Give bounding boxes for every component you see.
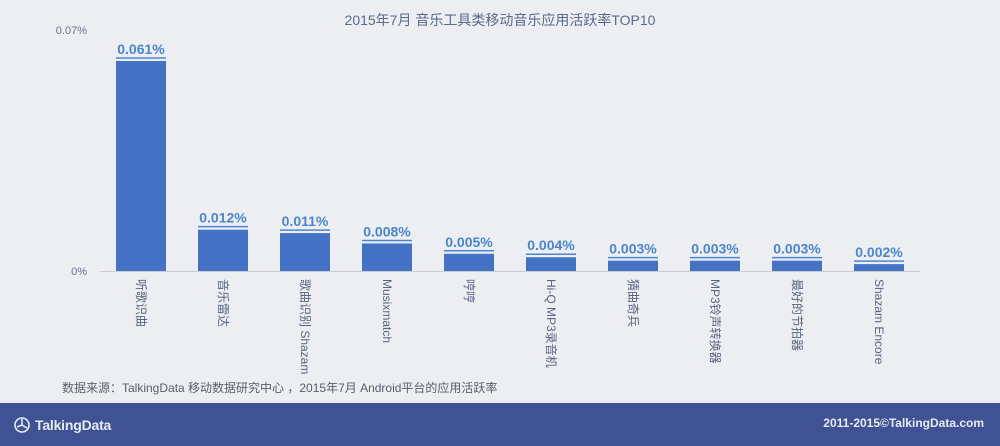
talkingdata-logo-icon [14,417,30,433]
data-label: 0.002% [855,244,903,260]
data-label: 0.061% [117,41,165,57]
bar [608,260,658,271]
bar [280,233,330,271]
bar [526,257,576,271]
data-label: 0.011% [282,213,329,229]
category-label: 哼哼 [462,279,477,303]
data-label: 0.003% [773,241,821,257]
bar [444,253,494,271]
bar [116,60,166,271]
category-label: 最好的节拍器 [790,279,805,351]
bar [854,264,904,271]
category-label: Musixmatch [380,279,394,343]
category-label: Hi-Q MP3录音机 [544,279,559,368]
talkingdata-logo: TalkingData [14,415,111,435]
category-label: 音乐雷达 [216,279,231,327]
copyright-text: 2011-2015©TalkingData.com [823,416,984,430]
y-tick-label: 0% [71,266,87,278]
category-label: 听歌识曲 [134,279,149,327]
source-note: 数据来源：TalkingData 移动数据研究中心 ，2015年7月 Andro… [62,381,498,395]
category-label: 猜曲奇兵 [626,279,640,327]
y-tick-label: 0.07% [56,25,87,37]
data-label: 0.003% [691,241,739,257]
category-label: MP3铃声转换器 [708,279,723,364]
bar [198,229,248,271]
category-label: 歌曲识别 Shazam [298,279,313,374]
bar [772,260,822,271]
chart-title: 2015年7月 音乐工具类移动音乐应用活跃率TOP10 [344,12,656,28]
data-label: 0.008% [363,223,411,239]
data-label: 0.005% [445,234,493,250]
category-label: Shazam Encore [872,279,886,365]
bar [690,260,740,271]
bar-chart: 0% 0.07% 0.061% 0.012% 0.011% 0.008% 0.005% 0.… [56,25,920,374]
logo-text: TalkingData [35,417,112,433]
data-label: 0.012% [199,210,247,226]
data-label: 0.003% [609,241,657,257]
data-label: 0.004% [527,237,575,253]
bar [362,243,412,271]
footer-bar: TalkingData 2011-2015©TalkingData.com [0,403,1000,446]
